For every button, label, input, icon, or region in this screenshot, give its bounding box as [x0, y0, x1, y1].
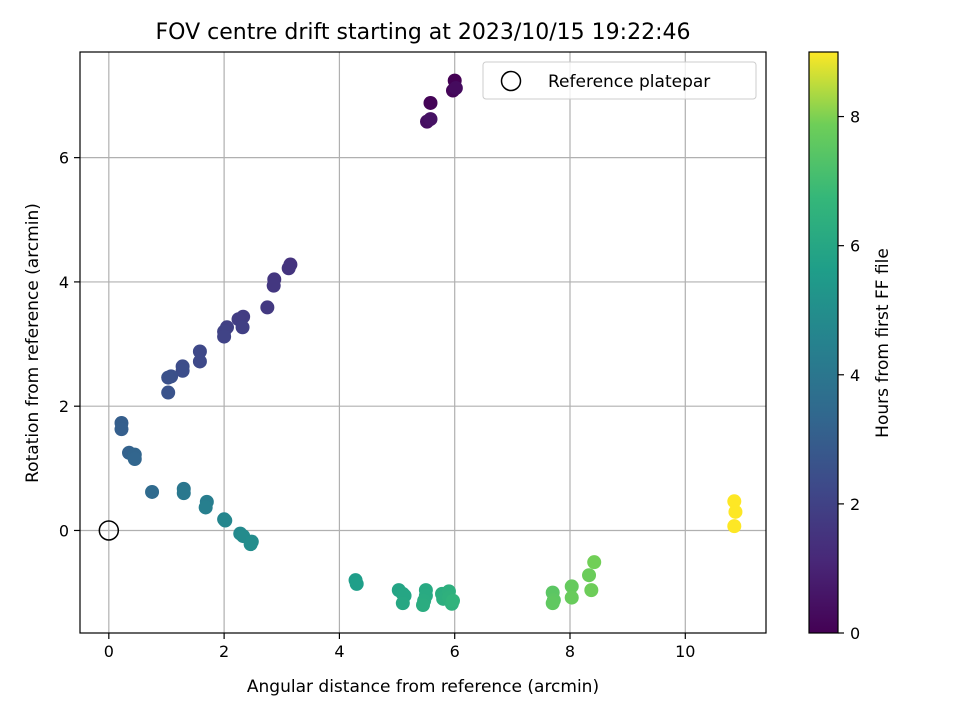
legend-marker-icon: [500, 70, 522, 92]
colorbar-tick-label: 0: [850, 624, 860, 643]
x-tick-label: 10: [675, 642, 695, 661]
data-point: [395, 596, 410, 611]
data-point: [584, 583, 599, 598]
data-point: [235, 320, 250, 335]
data-point: [416, 598, 430, 613]
data-point: [423, 112, 438, 127]
data-point: [423, 95, 438, 110]
data-point: [587, 555, 602, 570]
data-point: [161, 370, 176, 385]
colorbar-gradient: [808, 51, 839, 634]
x-axis-label: Angular distance from reference (arcmin): [247, 677, 599, 697]
legend-box: [482, 61, 757, 100]
data-point: [198, 500, 213, 515]
colorbar-ticks: 0 2 4 6 8: [838, 108, 860, 643]
data-point: [127, 452, 142, 467]
data-point: [266, 278, 281, 293]
x-tick-label: 0: [104, 642, 114, 661]
data-point: [218, 513, 233, 528]
data-point: [445, 593, 460, 608]
y-axis-label: Rotation from reference (arcmin): [23, 203, 43, 483]
data-points: [114, 73, 743, 613]
y-axis-ticks: 0 2 4 6: [59, 149, 80, 540]
data-point: [217, 329, 232, 344]
data-point: [243, 537, 258, 552]
colorbar-tick-label: 6: [850, 237, 860, 256]
y-tick-label: 2: [59, 397, 69, 416]
data-point: [727, 519, 742, 534]
colorbar-tick-label: 2: [850, 495, 860, 514]
grid-lines: [80, 52, 766, 633]
colorbar-tick-label: 4: [850, 366, 860, 385]
reference-point-marker: [98, 520, 120, 541]
x-tick-label: 4: [334, 642, 344, 661]
data-point: [176, 486, 191, 501]
y-tick-label: 4: [59, 273, 69, 292]
x-axis-ticks: 0 2 4 6 8 10: [104, 633, 695, 661]
chart-title: FOV centre drift starting at 2023/10/15 …: [156, 20, 691, 45]
data-point: [564, 590, 579, 605]
data-point: [728, 504, 743, 519]
colorbar-label: Hours from first FF file: [873, 248, 893, 438]
legend-label: Reference platepar: [548, 72, 710, 92]
data-point: [192, 344, 207, 359]
y-tick-label: 6: [59, 149, 69, 168]
data-point: [545, 596, 560, 611]
x-tick-label: 8: [565, 642, 575, 661]
data-point: [349, 576, 364, 591]
data-point: [192, 354, 207, 369]
data-point: [281, 261, 296, 276]
data-point: [114, 422, 129, 437]
data-point: [175, 363, 190, 378]
y-tick-label: 0: [59, 521, 69, 540]
data-point: [145, 484, 160, 499]
data-point: [582, 568, 597, 583]
colorbar: 0 2 4 6 8 Hours from first FF file: [808, 51, 893, 643]
data-point: [448, 81, 463, 96]
x-tick-label: 6: [450, 642, 460, 661]
legend: Reference platepar: [482, 61, 757, 100]
x-tick-label: 2: [219, 642, 229, 661]
data-point: [564, 579, 579, 594]
data-point: [161, 385, 176, 400]
data-point: [727, 494, 742, 509]
plot-frame: [79, 51, 767, 634]
colorbar-tick-label: 8: [850, 108, 860, 127]
data-point: [260, 300, 275, 315]
